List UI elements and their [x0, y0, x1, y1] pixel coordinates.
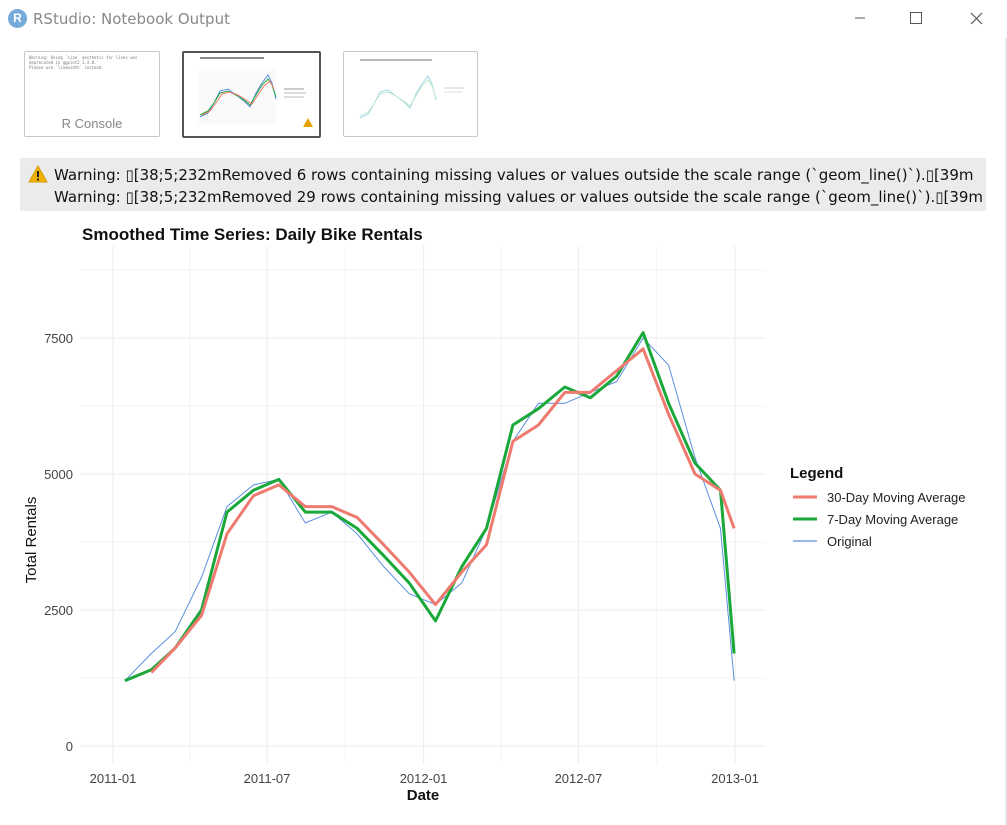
plot-thumbnail-image-2: [359, 59, 464, 119]
close-icon: [970, 12, 982, 24]
x-tick-label: 2012-01: [400, 771, 448, 786]
warning-badge-icon: [303, 118, 313, 127]
x-tick-label: 2013-01: [711, 771, 759, 786]
console-preview-text: Warning: Using `size` aesthetic for line…: [29, 55, 138, 70]
warning-line-1: Warning: ▯[38;5;232mRemoved 6 rows conta…: [54, 166, 974, 184]
console-thumb-label: R Console: [61, 116, 123, 131]
window-title: RStudio: Notebook Output: [33, 10, 230, 28]
maximize-button[interactable]: [893, 0, 939, 36]
y-tick-label: 7500: [44, 331, 73, 346]
close-button[interactable]: [953, 0, 999, 36]
chart-axes: 2011-01 2011-07 2012-01 2012-07 2013-01 0 2500…: [44, 331, 759, 786]
warning-triangle-icon: [28, 165, 48, 183]
series-layer: [124, 331, 736, 683]
y-tick-label: 0: [66, 739, 73, 754]
warning-line-2: Warning: ▯[38;5;232mRemoved 29 rows cont…: [54, 188, 984, 206]
chart-title: Smoothed Time Series: Daily Bike Rentals: [82, 225, 423, 244]
window-edge: [1005, 38, 1007, 825]
legend-entry-label: Original: [827, 534, 872, 549]
warning-box: Warning: ▯[38;5;232mRemoved 6 rows conta…: [20, 158, 986, 211]
thumbnail-plot-2[interactable]: [343, 51, 478, 137]
rstudio-logo-icon: R: [8, 9, 27, 28]
plot-thumbnail-image: [198, 57, 313, 127]
series-line-original: [124, 337, 735, 682]
series-line-30-day-moving-average: [150, 347, 736, 674]
x-tick-label: 2011-07: [244, 771, 291, 786]
minimize-button[interactable]: [837, 0, 883, 36]
minimize-icon: [855, 17, 865, 19]
window-titlebar: R RStudio: Notebook Output: [0, 0, 1007, 38]
x-tick-label: 2012-07: [555, 771, 603, 786]
y-axis-label: Total Rentals: [23, 497, 40, 584]
x-axis-label: Date: [407, 787, 440, 804]
legend-title: Legend: [790, 465, 843, 482]
chart-grid: [80, 246, 765, 763]
thumbnail-plot-1[interactable]: [182, 51, 321, 138]
y-tick-label: 2500: [44, 603, 73, 618]
legend-entry-label: 7-Day Moving Average: [827, 512, 958, 527]
rentals-chart: Smoothed Time Series: Daily Bike Rentals…: [23, 225, 966, 804]
x-tick-label: 2011-01: [90, 771, 137, 786]
thumbnail-r-console[interactable]: Warning: Using `size` aesthetic for line…: [24, 51, 160, 137]
chart-legend: Legend 30-Day Moving Average 7-Day Moving…: [790, 465, 966, 549]
legend-entry-label: 30-Day Moving Average: [827, 490, 966, 505]
y-tick-label: 5000: [44, 467, 73, 482]
maximize-icon: [910, 12, 922, 24]
series-line-7-day-moving-average: [124, 331, 736, 683]
